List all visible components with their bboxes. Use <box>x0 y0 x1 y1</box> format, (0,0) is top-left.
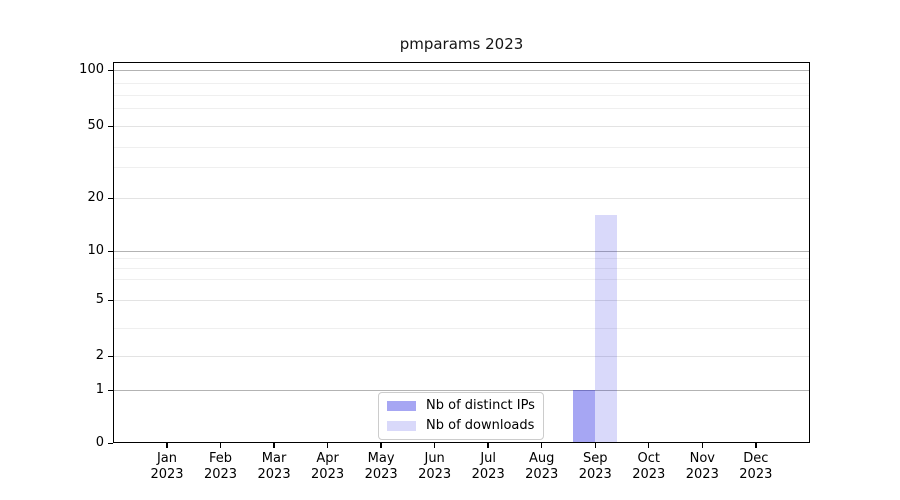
legend-label-distinct-ips: Nb of distinct IPs <box>426 398 535 413</box>
x-axis-tick-label: Aug 2023 <box>510 451 574 483</box>
minor-gridline <box>114 268 809 269</box>
y-tick-2 <box>108 355 113 357</box>
x-label-line: Aug <box>529 451 555 466</box>
x-label-line: Jul <box>480 451 497 466</box>
minor-gridline <box>114 108 809 109</box>
gridline-y-50 <box>114 126 809 127</box>
minor-gridline <box>114 167 809 168</box>
minor-gridline <box>114 328 809 329</box>
gridline-y-1 <box>114 390 809 391</box>
x-axis-tick-label: Sep 2023 <box>563 451 627 483</box>
legend-item-distinct-ips: Nb of distinct IPs <box>387 397 535 415</box>
minor-gridline <box>114 258 809 259</box>
x-tick-10 <box>701 443 703 448</box>
y-axis-tick-label: 20 <box>87 190 104 205</box>
x-label-line: Mar <box>261 451 287 466</box>
x-tick-9 <box>648 443 650 448</box>
x-tick-6 <box>487 443 489 448</box>
gridline-y-5 <box>114 300 809 301</box>
y-tick-20 <box>108 197 113 199</box>
x-axis-tick-label: Jan 2023 <box>135 451 199 483</box>
x-axis-tick-label: Oct 2023 <box>617 451 681 483</box>
x-label-line: 2023 <box>150 467 184 482</box>
x-tick-7 <box>541 443 543 448</box>
y-axis-tick-label: 1 <box>95 382 104 397</box>
x-tick-2 <box>273 443 275 448</box>
x-label-line: Jan <box>156 451 178 466</box>
x-label-line: Jun <box>424 451 445 466</box>
legend-item-downloads: Nb of downloads <box>387 417 535 435</box>
x-label-line: 2023 <box>685 467 719 482</box>
x-axis-tick-label: May 2023 <box>349 451 413 483</box>
x-label-line: Nov <box>689 451 715 466</box>
x-label-line: 2023 <box>364 467 398 482</box>
y-axis-tick-label: 2 <box>95 348 104 363</box>
minor-gridline <box>114 95 809 96</box>
bar-downloads-sep-2023 <box>595 215 618 443</box>
chart-title: pmparams 2023 <box>399 35 524 53</box>
y-tick-50 <box>108 125 113 127</box>
x-tick-8 <box>594 443 596 448</box>
y-tick-100 <box>108 69 113 71</box>
x-tick-3 <box>326 443 329 448</box>
x-label-line: Dec <box>743 451 769 466</box>
x-axis-tick-label: Dec 2023 <box>724 451 788 483</box>
gridline-y-100 <box>114 70 809 71</box>
x-label-line: May <box>367 451 395 466</box>
x-axis-tick-label: Nov 2023 <box>670 451 734 483</box>
x-label-line: 2023 <box>418 467 452 482</box>
x-axis-tick-label: Jun 2023 <box>403 451 467 483</box>
plot-border <box>113 62 810 443</box>
x-label-line: 2023 <box>311 467 345 482</box>
gridline-y-20 <box>114 198 809 199</box>
legend-label-downloads: Nb of downloads <box>426 418 535 433</box>
y-axis-tick-label: 50 <box>87 118 104 133</box>
x-label-line: 2023 <box>257 467 291 482</box>
x-axis-tick-label: Jul 2023 <box>456 451 520 483</box>
x-label-line: Apr <box>316 451 339 466</box>
y-axis-tick-label: 10 <box>87 243 104 258</box>
legend-swatch-downloads <box>387 421 416 431</box>
y-tick-5 <box>108 299 113 301</box>
gridline-y-2 <box>114 356 809 357</box>
x-label-line: 2023 <box>632 467 666 482</box>
x-tick-11 <box>755 443 757 448</box>
y-axis-tick-label: 5 <box>95 292 104 307</box>
minor-gridline <box>114 83 809 84</box>
x-label-line: Feb <box>209 451 233 466</box>
x-label-line: Sep <box>582 451 608 466</box>
x-axis-tick-label: Apr 2023 <box>296 451 360 483</box>
legend: Nb of distinct IPs Nb of downloads <box>378 392 544 440</box>
x-axis-tick-label: Feb 2023 <box>189 451 253 483</box>
x-axis-tick-label: Mar 2023 <box>242 451 306 483</box>
minor-gridline <box>114 147 809 148</box>
x-label-line: Oct <box>637 451 660 466</box>
legend-swatch-distinct-ips <box>387 401 416 411</box>
x-tick-1 <box>219 443 222 448</box>
y-axis-tick-label: 100 <box>79 62 104 77</box>
bar-distinct-ips-sep-2023 <box>573 390 596 443</box>
x-label-line: 2023 <box>203 467 238 482</box>
y-tick-10 <box>108 250 113 252</box>
y-axis-tick-label: 0 <box>95 435 104 450</box>
y-tick-0 <box>108 442 113 444</box>
gridline-y-10 <box>114 251 809 252</box>
x-label-line: 2023 <box>525 467 559 482</box>
minor-gridline <box>114 279 809 280</box>
x-tick-4 <box>380 443 382 448</box>
x-tick-0 <box>166 443 168 448</box>
x-label-line: 2023 <box>471 467 505 482</box>
x-label-line: 2023 <box>578 467 612 482</box>
x-label-line: 2023 <box>739 467 773 482</box>
x-tick-5 <box>433 443 436 448</box>
y-tick-1 <box>108 389 113 391</box>
